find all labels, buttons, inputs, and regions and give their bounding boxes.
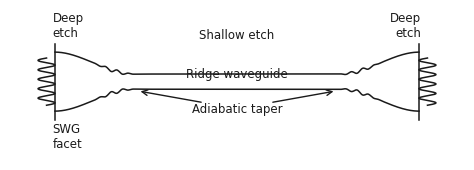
Text: Ridge waveguide: Ridge waveguide <box>186 68 288 81</box>
Text: Shallow etch: Shallow etch <box>200 29 274 42</box>
Text: SWG
facet: SWG facet <box>53 123 82 151</box>
Text: Deep
etch: Deep etch <box>390 12 421 40</box>
Text: Deep
etch: Deep etch <box>53 12 84 40</box>
Text: Adiabatic taper: Adiabatic taper <box>191 103 283 116</box>
